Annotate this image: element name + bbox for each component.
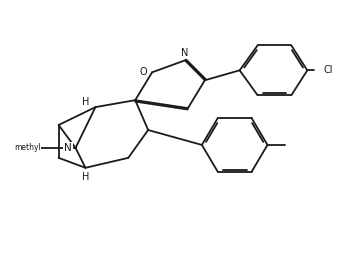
Text: N: N [64,143,72,153]
Text: methyl: methyl [14,143,41,152]
Text: Cl: Cl [323,65,333,75]
Text: N: N [181,48,188,58]
Text: H: H [82,172,89,181]
Text: H: H [82,97,89,107]
Text: O: O [139,67,147,77]
